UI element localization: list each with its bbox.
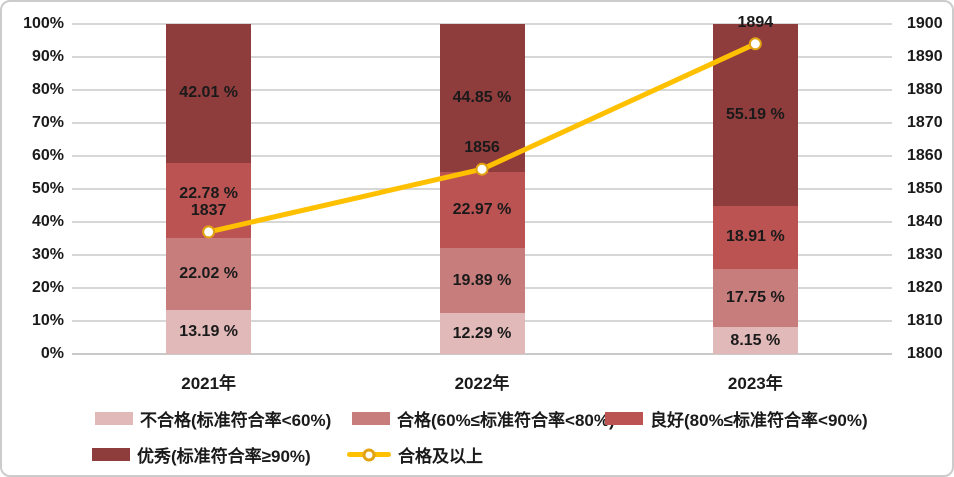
line-marker (748, 37, 762, 51)
line-marker (202, 225, 216, 239)
y-axis-tick-left: 80% (31, 81, 64, 98)
legend-item: 优秀(标准符合率≥90%) (92, 442, 311, 467)
legend-swatch (605, 412, 643, 425)
x-axis-label: 2023年 (727, 374, 783, 393)
plot-area: 13.19 % 22.02 % 22.78 % 42.01 % 12.29 % 19.89… (72, 14, 892, 355)
bar-segment-label: 13.19 % (179, 323, 239, 341)
line-data-label: 1894 (737, 13, 774, 31)
y-axis-tick-right: 1900 (907, 15, 943, 32)
bar-segment (439, 247, 525, 314)
y-axis-tick-right: 1810 (907, 312, 943, 329)
bar-segment (712, 268, 798, 328)
y-axis-tick-right: 1870 (907, 114, 943, 131)
bar-segment-label: 19.89 % (452, 271, 512, 289)
legend-label: 优秀(标准符合率≥90%) (137, 447, 311, 466)
bar-segment (439, 172, 525, 248)
bar-segment (712, 327, 798, 354)
y-axis-tick-right: 1830 (907, 246, 943, 263)
y-axis-tick-right: 1890 (907, 48, 943, 65)
legend-label: 合格及以上 (398, 447, 483, 466)
bar-segment-label: 42.01 % (179, 84, 239, 102)
line-data-label: 1856 (464, 139, 500, 157)
legend-swatch (352, 412, 390, 425)
bar-segment-label: 12.29 % (452, 324, 512, 342)
legend-label: 良好(80%≤标准符合率<90%) (650, 411, 868, 430)
line-marker (475, 162, 489, 176)
bar-segment-label: 22.97 % (452, 200, 512, 218)
y-axis-tick-right: 1860 (907, 147, 943, 164)
gridline (72, 353, 892, 355)
y-axis-tick-left: 50% (31, 180, 64, 197)
legend-item: 良好(80%≤标准符合率<90%) (605, 406, 868, 431)
bar-segment (166, 310, 252, 354)
legend-line-symbol (347, 447, 391, 462)
bar-segment-label: 8.15 % (730, 331, 781, 349)
legend-item: 不合格(标准符合率<60%) (95, 406, 331, 431)
line-data-label: 1837 (190, 201, 227, 219)
bar-segment (166, 237, 252, 311)
bar-segment-label: 55.19 % (725, 106, 785, 124)
y-axis-tick-left: 0% (40, 345, 64, 362)
bar-segment-label: 17.75 % (725, 288, 785, 306)
legend-label: 合格(60%≤标准符合率<80%) (397, 411, 615, 430)
y-axis-tick-left: 100% (23, 15, 64, 32)
legend-item: 合格及以上 (347, 442, 483, 467)
bar-segment-label: 44.85 % (452, 89, 512, 106)
bar-segment-label: 22.78 % (179, 184, 239, 202)
bar-segment (439, 313, 525, 354)
y-axis-tick-left: 90% (31, 48, 64, 65)
y-axis-tick-left: 10% (31, 312, 64, 329)
legend-label: 不合格(标准符合率<60%) (140, 411, 332, 430)
bar-segment (712, 206, 798, 269)
bar-segment-label: 22.02 % (179, 265, 239, 283)
x-axis-label: 2022年 (454, 374, 510, 393)
line-series (202, 37, 762, 239)
y-axis-tick-left: 30% (31, 246, 64, 263)
x-axis-label: 2021年 (181, 374, 237, 393)
y-axis-tick-left: 20% (31, 279, 64, 296)
bar-segment (439, 24, 525, 172)
legend-swatch (92, 448, 130, 461)
bar-segment (166, 24, 252, 163)
y-axis-tick-left: 70% (31, 114, 64, 131)
y-axis-tick-right: 1880 (907, 81, 943, 98)
legend-line-marker (362, 448, 376, 461)
y-axis-tick-right: 1820 (907, 279, 943, 296)
y-axis-tick-left: 60% (31, 147, 64, 164)
legend-item: 合格(60%≤标准符合率<80%) (352, 406, 615, 431)
bar-segment-label: 18.91 % (725, 228, 785, 246)
y-axis-tick-right: 1840 (907, 213, 943, 230)
y-axis-tick-right: 1800 (907, 345, 943, 362)
y-axis-tick-right: 1850 (907, 180, 943, 197)
y-axis-tick-left: 40% (31, 213, 64, 230)
legend-swatch (95, 412, 133, 425)
